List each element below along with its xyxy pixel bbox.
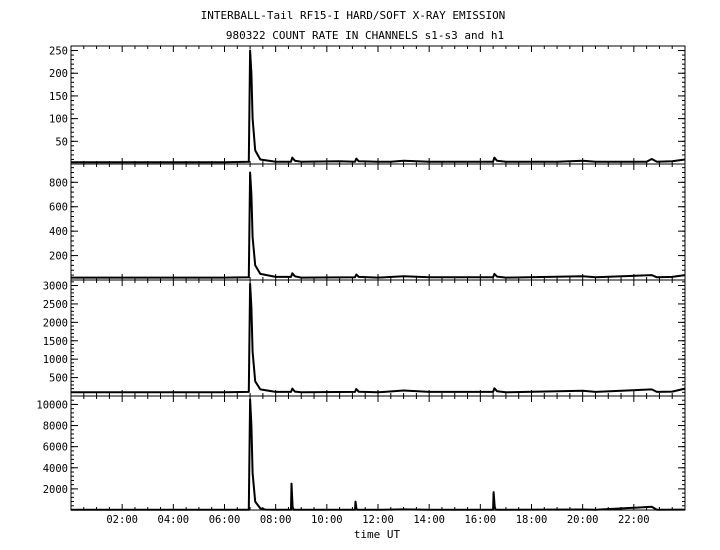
y-tick-label: 6000 xyxy=(43,442,68,454)
series-line xyxy=(71,282,686,394)
x-tick-label: 04:00 xyxy=(158,514,190,526)
y-tick-label: 4000 xyxy=(43,463,68,475)
x-axis-label: time UT xyxy=(354,528,401,541)
series-line xyxy=(71,398,686,511)
y-tick-label: 50 xyxy=(55,136,68,148)
y-tick-label: 150 xyxy=(49,91,68,103)
y-tick-label: 500 xyxy=(49,373,68,385)
chart-panels: 50 100 150 200 250 200 400 600 800 500 1000 1500 200… xyxy=(36,45,686,511)
x-tick-label: 08:00 xyxy=(260,514,292,526)
x-tick-label: 20:00 xyxy=(567,514,599,526)
y-tick-label: 2500 xyxy=(43,299,68,311)
y-tick-label: 200 xyxy=(49,68,68,80)
x-tick-label: 02:00 xyxy=(106,514,138,526)
x-tick-label: 16:00 xyxy=(465,514,497,526)
y-tick-label: 200 xyxy=(49,251,68,263)
series-line xyxy=(71,49,686,164)
y-tick-label: 10000 xyxy=(36,399,68,411)
y-tick-label: 100 xyxy=(49,114,68,126)
chart-subtitle: 980322 COUNT RATE IN CHANNELS s1-s3 and … xyxy=(226,29,504,42)
y-tick-label: 2000 xyxy=(43,317,68,329)
y-tick-label: 250 xyxy=(49,46,68,58)
y-tick-label: 400 xyxy=(49,226,68,238)
x-tick-label: 06:00 xyxy=(209,514,241,526)
y-tick-label: 2000 xyxy=(43,484,68,496)
x-tick-label: 10:00 xyxy=(311,514,343,526)
x-tick-label: 14:00 xyxy=(413,514,445,526)
y-tick-label: 8000 xyxy=(43,421,68,433)
y-tick-label: 1000 xyxy=(43,354,68,366)
y-tick-label: 800 xyxy=(49,177,68,189)
x-tick-label: 22:00 xyxy=(618,514,650,526)
y-tick-label: 3000 xyxy=(43,281,68,293)
y-tick-label: 1500 xyxy=(43,336,68,348)
panel-4: 2000 4000 6000 8000 10000 xyxy=(36,395,686,511)
x-tick-label: 18:00 xyxy=(516,514,548,526)
series-line xyxy=(71,171,686,279)
x-axis: 02:00 04:00 06:00 08:00 10:00 12:00 14:00 16:00… xyxy=(106,514,649,526)
x-tick-label: 12:00 xyxy=(362,514,394,526)
y-tick-label: 600 xyxy=(49,202,68,214)
chart-title: INTERBALL-Tail RF15-I HARD/SOFT X-RAY EM… xyxy=(201,9,506,22)
